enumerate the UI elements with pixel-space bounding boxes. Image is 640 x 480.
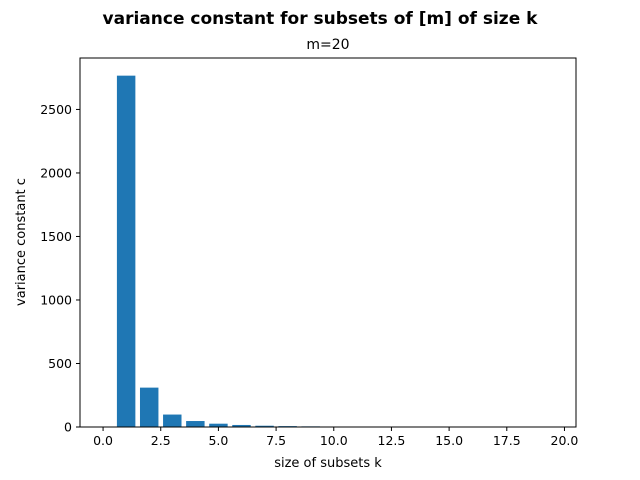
- x-tick-label: 20.0: [551, 433, 579, 448]
- figure-suptitle: variance constant for subsets of [m] of …: [103, 9, 539, 29]
- y-tick-label: 1000: [40, 292, 72, 307]
- y-tick-label: 500: [48, 356, 72, 371]
- x-tick-label: 12.5: [378, 433, 406, 448]
- bar-k-1: [116, 75, 136, 427]
- x-tick-label: 2.5: [151, 433, 171, 448]
- y-tick-label: 1500: [40, 229, 72, 244]
- bar-k-5: [209, 423, 228, 427]
- axes-title: m=20: [306, 37, 349, 53]
- y-tick-label: 2000: [40, 165, 72, 180]
- y-axis-ticks: 0 500 1000 1500 2000 2500: [40, 102, 80, 435]
- x-axis-label: size of subsets k: [274, 456, 382, 471]
- x-tick-label: 5.0: [208, 433, 228, 448]
- bar-k-7: [255, 425, 274, 427]
- x-tick-label: 15.0: [435, 433, 463, 448]
- x-axis-ticks: 0.0 2.5 5.0 7.5 10.0 12.5 15.0 17.5 20.0: [93, 427, 578, 448]
- bar-k-4: [186, 421, 205, 427]
- bar-k-2: [139, 387, 159, 427]
- y-axis-label: variance constant c: [14, 178, 29, 306]
- y-tick-label: 2500: [40, 102, 72, 117]
- x-tick-label: 7.5: [266, 433, 286, 448]
- bar-k-6: [232, 424, 251, 427]
- plot-frame: [79, 57, 577, 428]
- x-tick-label: 17.5: [493, 433, 521, 448]
- x-tick-label: 0.0: [93, 433, 113, 448]
- bar-k-3: [163, 414, 182, 427]
- x-tick-label: 10.0: [320, 433, 348, 448]
- y-tick-label: 0: [64, 420, 72, 435]
- bars-group: [116, 75, 551, 427]
